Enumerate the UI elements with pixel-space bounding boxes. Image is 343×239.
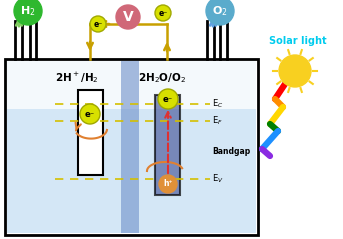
Circle shape [90, 16, 106, 32]
Text: E$_V$: E$_V$ [212, 173, 224, 185]
Circle shape [80, 104, 100, 124]
Circle shape [159, 175, 177, 193]
Text: V: V [123, 10, 133, 24]
Text: 2H$_2$O/O$_2$: 2H$_2$O/O$_2$ [138, 71, 186, 85]
Bar [5, 59, 258, 235]
Text: H$_2$: H$_2$ [20, 4, 36, 18]
Text: E$_F$: E$_F$ [212, 115, 223, 127]
Text: e⁻: e⁻ [158, 9, 168, 17]
Bar [7, 109, 256, 233]
Text: e⁻: e⁻ [163, 94, 173, 103]
Bar [78, 90, 103, 175]
Circle shape [116, 5, 140, 29]
Circle shape [14, 0, 42, 25]
Text: e⁻: e⁻ [85, 109, 95, 119]
Text: 2H$^+$/H$_2$: 2H$^+$/H$_2$ [55, 70, 99, 85]
Text: e⁻: e⁻ [93, 20, 103, 28]
Bar [121, 61, 139, 233]
Text: Solar light: Solar light [269, 36, 327, 46]
Bar [7, 61, 256, 109]
Circle shape [158, 89, 178, 109]
Text: O$_2$: O$_2$ [212, 4, 228, 18]
Text: E$_C$: E$_C$ [212, 98, 223, 110]
Text: Bandgap: Bandgap [212, 147, 250, 156]
Bar [155, 95, 180, 195]
Circle shape [155, 5, 171, 21]
Circle shape [206, 0, 234, 25]
Text: h⁺: h⁺ [163, 179, 173, 189]
Circle shape [279, 55, 311, 87]
